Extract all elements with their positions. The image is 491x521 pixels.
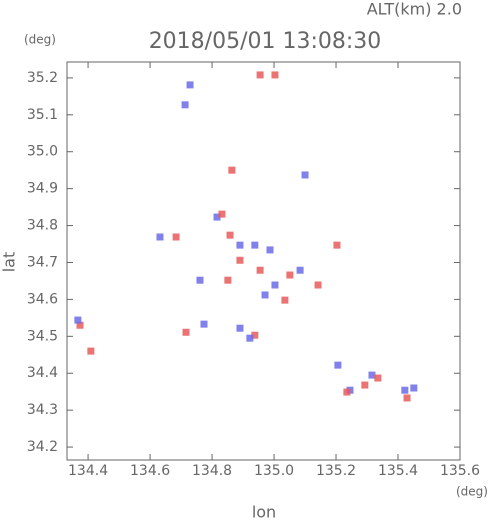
echo-cell [186,81,194,89]
echo-cell [314,281,322,289]
x-tick-label: 134.4 [68,463,108,479]
x-tick-label: 134.6 [130,463,170,479]
echo-cell [236,324,244,332]
echo-cell [76,321,84,329]
echo-cell [226,231,234,239]
echo-cell [251,241,259,249]
echo-cell [256,71,264,79]
echo-cell [410,384,418,392]
echo-cell [256,266,264,274]
y-tick-label: 34.4 [27,365,58,381]
echo-cell [261,291,269,299]
y-tick-label: 34.8 [27,218,58,234]
y-tick-label: 35.1 [27,107,58,123]
echo-cell [251,331,259,339]
x-tick-label: 134.8 [192,463,232,479]
echo-cell [224,276,232,284]
echo-cell [301,171,309,179]
echo-cell [246,334,254,342]
echo-cell [181,101,189,109]
chart-subtitle: ALT(km) 2.0 [367,0,462,19]
echo-cell [271,71,279,79]
y-unit: (deg) [24,33,56,47]
x-tick-label: 135.0 [254,463,294,479]
echo-cell [333,241,341,249]
plot-frame [66,61,461,461]
echo-cell [361,381,369,389]
echo-cell [266,246,274,254]
echo-cell [196,276,204,284]
x-axis-label: lon [252,503,276,521]
echo-cell [401,386,409,394]
echo-cell [228,166,236,174]
echo-cell [213,213,221,221]
echo-cell [74,316,82,324]
y-tick-label: 35.2 [27,70,58,86]
echo-cell [296,266,304,274]
echo-cell [236,256,244,264]
x-tick-label: 135.6 [440,463,480,479]
y-axis-label: lat [0,252,19,273]
echo-cell [172,233,180,241]
echo-cell [281,296,289,304]
y-tick-label: 34.5 [27,328,58,344]
chart-title: 2018/05/01 13:08:30 [149,29,382,54]
echo-cell [343,388,351,396]
y-tick-label: 34.9 [27,181,58,197]
echo-cell [87,347,95,355]
echo-cell [182,328,190,336]
echo-cell [403,394,411,402]
x-unit: (deg) [456,485,488,499]
echo-cell [286,271,294,279]
x-tick-label: 135.4 [378,463,418,479]
echo-cell [218,210,226,218]
y-tick-label: 34.7 [27,254,58,270]
echo-cell [334,361,342,369]
x-tick-label: 135.2 [316,463,356,479]
echo-cell [374,374,382,382]
y-tick-label: 34.2 [27,439,58,455]
y-tick-label: 34.6 [27,291,58,307]
echo-cell [156,233,164,241]
echo-cell [236,241,244,249]
echo-cell [368,371,376,379]
y-tick-label: 34.3 [27,402,58,418]
y-tick-label: 35.0 [27,144,58,160]
echo-cell [271,281,279,289]
echo-cell [200,320,208,328]
